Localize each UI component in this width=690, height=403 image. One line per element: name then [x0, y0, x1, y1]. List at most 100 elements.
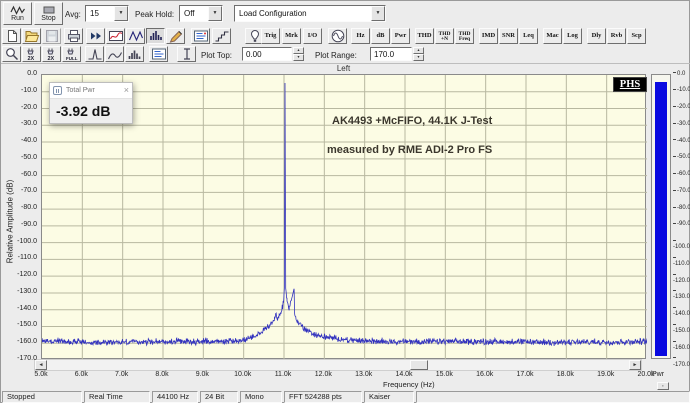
status-cell: Stopped: [2, 391, 82, 403]
curve-button[interactable]: [105, 46, 124, 62]
channel-label: Left: [336, 64, 351, 73]
tick-label: 12.0k: [314, 371, 332, 378]
chip-db[interactable]: dB: [371, 28, 390, 44]
stop-rect-icon: [43, 6, 54, 14]
spectrum-analyzer-button[interactable]: [146, 28, 165, 44]
tick-label: -170.0: [17, 355, 37, 362]
spin-up-icon[interactable]: ▲: [413, 47, 424, 54]
scrollbar-thumb[interactable]: [410, 360, 428, 370]
new-file-button[interactable]: [2, 28, 21, 44]
fast-forward-button[interactable]: [86, 28, 105, 44]
chip-thd-freq[interactable]: THD Freq: [455, 28, 474, 44]
plot-top-spinner[interactable]: ▲ ▼: [293, 47, 304, 61]
status-cell: FFT 524288 pts: [284, 391, 362, 403]
horizontal-scrollbar[interactable]: ◄ ►: [34, 359, 642, 371]
list-panel-icon: [193, 30, 208, 42]
spin-down-icon[interactable]: ▼: [293, 54, 304, 61]
new-file-icon: [7, 30, 17, 42]
scroll-right-icon[interactable]: ►: [629, 360, 641, 370]
scroll-left-icon[interactable]: ◄: [35, 360, 47, 370]
chip-pwr[interactable]: Pwr: [391, 28, 410, 44]
tick-label: 19.0k: [597, 371, 615, 378]
tick-label: 9.0k: [195, 371, 209, 378]
total-power-window[interactable]: Total Pwr × -3.92 dB: [49, 82, 133, 124]
svg-text:2X: 2X: [47, 56, 54, 61]
load-config-value: Load Configuration: [239, 9, 307, 18]
chip-thd-n[interactable]: THD +N: [435, 28, 454, 44]
plot-top-input[interactable]: [242, 47, 292, 61]
save-floppy-icon: [45, 30, 58, 42]
status-cell: Kaiser: [364, 391, 414, 403]
open-folder-icon: [24, 31, 39, 42]
tick-label: -20.0: [21, 103, 37, 111]
cursor-reader-button[interactable]: [177, 46, 196, 62]
status-cell: [416, 391, 690, 403]
chip-rvb[interactable]: Rvb: [607, 28, 626, 44]
stop-button[interactable]: Stop: [34, 2, 63, 25]
tick-label: 17.0k: [516, 371, 534, 378]
x-axis-title: Frequency (Hz): [383, 380, 435, 389]
histogram-button[interactable]: [125, 46, 144, 62]
peak-marker-button[interactable]: [85, 46, 104, 62]
chip-leq[interactable]: Leq: [519, 28, 538, 44]
close-icon[interactable]: ×: [123, 85, 129, 95]
tick-label: 11.0k: [274, 371, 292, 378]
printer-icon: [67, 30, 80, 42]
zoom-full-button[interactable]: FULL: [62, 46, 81, 62]
meter-spinner[interactable]: ▪: [657, 382, 669, 390]
total-power-title: Total Pwr: [66, 87, 95, 94]
tick-label: -160.0: [673, 339, 690, 351]
chip-thd[interactable]: THD: [415, 28, 434, 44]
sine-generator-button[interactable]: [328, 28, 347, 44]
chip-mrk[interactable]: Mrk: [282, 28, 301, 44]
device-test-plan-button[interactable]: [191, 28, 210, 44]
instrument-toolbar: Trig Mrk I/O Hz dB Pwr THD THD +N THD Freq IMD SNR…: [1, 27, 690, 45]
open-file-button[interactable]: [22, 28, 41, 44]
fast-forward-icon: [90, 32, 101, 40]
tick-label: -140.0: [17, 304, 37, 312]
plot-range-input[interactable]: [370, 47, 412, 61]
spin-up-icon[interactable]: ▲: [293, 47, 304, 54]
chip-imd[interactable]: IMD: [479, 28, 498, 44]
chip-mac[interactable]: Mac: [543, 28, 562, 44]
chevron-down-icon[interactable]: ▼: [114, 6, 128, 21]
peak-hold-select[interactable]: Off ▼: [179, 5, 223, 22]
chevron-down-icon[interactable]: ▼: [371, 6, 385, 21]
tick-label: -130.0: [17, 287, 37, 295]
chip-dly[interactable]: Dly: [587, 28, 606, 44]
chevron-down-icon[interactable]: ▼: [208, 6, 222, 21]
load-configuration-select[interactable]: Load Configuration ▼: [234, 5, 386, 22]
tick-label: -70.0: [673, 188, 690, 194]
annotation-measured-by: measured by RME ADI-2 Pro FS: [327, 144, 492, 156]
tick-label: 18.0k: [556, 371, 574, 378]
avg-label: Avg:: [65, 10, 81, 19]
total-power-titlebar[interactable]: Total Pwr ×: [50, 83, 132, 98]
run-button[interactable]: Run: [3, 2, 32, 25]
avg-select[interactable]: 15 ▼: [85, 5, 129, 22]
plot-range-spinner[interactable]: ▲ ▼: [413, 47, 424, 61]
chip-scp[interactable]: Scp: [627, 28, 646, 44]
tick-label: -40.0: [673, 138, 690, 144]
zoom-button[interactable]: [2, 46, 21, 62]
waveform-button[interactable]: [126, 28, 145, 44]
oscilloscope-button[interactable]: [106, 28, 125, 44]
print-button[interactable]: [64, 28, 83, 44]
tick-label: -80.0: [673, 205, 690, 211]
save-button[interactable]: [42, 28, 61, 44]
zoom-in-2x-button[interactable]: 2X: [22, 46, 41, 62]
zoom-out-2x-button[interactable]: 2X: [42, 46, 61, 62]
signal-generator-button[interactable]: [166, 28, 185, 44]
spin-down-icon[interactable]: ▼: [413, 54, 424, 61]
tick-label: 20.0k: [637, 371, 655, 378]
power-meter: [651, 74, 671, 359]
chip-hz[interactable]: Hz: [351, 28, 370, 44]
annotation-device: AK4493 +McFIFO, 44.1K J-Test: [332, 115, 493, 127]
step-response-button[interactable]: [212, 28, 231, 44]
chip-trig[interactable]: Trig: [261, 28, 280, 44]
status-cell: Mono: [240, 391, 282, 403]
display-settings-button[interactable]: [149, 46, 168, 62]
chip-log[interactable]: Log: [563, 28, 582, 44]
chip-i-o[interactable]: I/O: [303, 28, 322, 44]
tick-label: -140.0: [673, 305, 690, 317]
chip-snr[interactable]: SNR: [499, 28, 518, 44]
